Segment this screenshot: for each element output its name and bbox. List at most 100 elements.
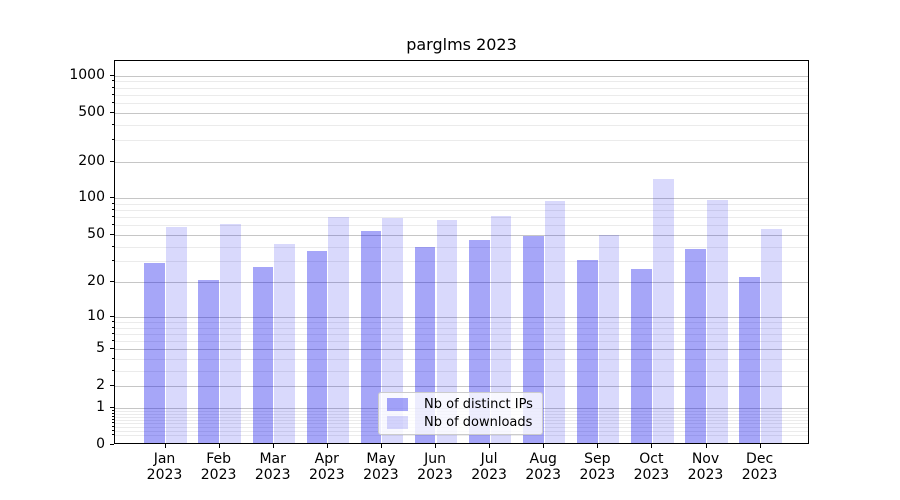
y-minor-tick bbox=[112, 209, 114, 211]
x-tick-label: Sep 2023 bbox=[569, 451, 625, 483]
bar-downloads bbox=[544, 201, 566, 443]
y-minor-tick bbox=[112, 320, 114, 322]
minor-gridline bbox=[115, 81, 808, 83]
x-label-year: 2023 bbox=[525, 467, 561, 483]
x-label-month: Aug bbox=[529, 451, 557, 467]
major-gridline bbox=[115, 112, 808, 114]
y-tick-label: 200 bbox=[78, 152, 105, 169]
y-minor-tick bbox=[112, 415, 114, 417]
bar-downloads bbox=[490, 215, 512, 443]
y-minor-tick bbox=[112, 412, 114, 414]
major-gridline bbox=[115, 282, 808, 284]
minor-gridline bbox=[115, 246, 808, 248]
legend-label: Nb of distinct IPs bbox=[424, 397, 533, 413]
y-minor-tick bbox=[112, 224, 114, 226]
y-minor-tick bbox=[112, 216, 114, 218]
major-gridline bbox=[115, 386, 808, 388]
x-tick bbox=[651, 444, 653, 448]
y-tick-label: 10 bbox=[87, 307, 105, 324]
bar-downloads bbox=[382, 217, 404, 443]
bar-downloads bbox=[436, 220, 458, 443]
y-minor-tick bbox=[112, 422, 114, 424]
minor-gridline bbox=[115, 261, 808, 263]
y-tick-label: 1000 bbox=[69, 66, 105, 83]
y-tick bbox=[110, 444, 114, 445]
y-minor-tick bbox=[112, 430, 114, 431]
chart-title: parglms 2023 bbox=[406, 35, 517, 54]
x-label-year: 2023 bbox=[471, 467, 507, 483]
y-tick bbox=[110, 348, 114, 350]
x-tick-label: May 2023 bbox=[353, 451, 409, 483]
bar-distinct-ips bbox=[577, 259, 598, 443]
y-tick bbox=[110, 406, 114, 408]
major-gridline bbox=[115, 349, 808, 351]
bar-downloads bbox=[166, 227, 187, 443]
x-label-month: May bbox=[366, 451, 396, 467]
x-label-year: 2023 bbox=[200, 467, 237, 483]
major-gridline bbox=[115, 75, 808, 77]
x-tick-label: Nov 2023 bbox=[678, 451, 734, 483]
y-tick-label: 20 bbox=[87, 273, 105, 290]
legend-swatch-downloads bbox=[387, 415, 408, 429]
bar-distinct-ips bbox=[685, 249, 706, 443]
x-label-month: Mar bbox=[259, 451, 286, 467]
bar-downloads bbox=[707, 200, 728, 443]
legend-entry: Nb of distinct IPs bbox=[387, 397, 534, 412]
y-tick bbox=[110, 111, 114, 113]
minor-gridline bbox=[115, 217, 808, 219]
x-label-month: Sep bbox=[584, 451, 611, 467]
minor-gridline bbox=[115, 87, 808, 89]
x-label-month: Apr bbox=[314, 451, 339, 467]
x-label-month: Feb bbox=[206, 451, 231, 467]
x-label-month: Dec bbox=[746, 451, 774, 467]
y-tick bbox=[110, 160, 114, 162]
minor-gridline bbox=[115, 210, 808, 212]
y-tick bbox=[110, 233, 114, 235]
bar-distinct-ips bbox=[252, 266, 274, 443]
y-tick bbox=[110, 281, 114, 283]
x-tick bbox=[164, 444, 166, 448]
x-tick bbox=[326, 444, 328, 448]
bar-distinct-ips bbox=[360, 230, 382, 443]
x-tick-label: Jun 2023 bbox=[407, 451, 463, 483]
x-label-year: 2023 bbox=[254, 467, 291, 483]
bar-downloads bbox=[220, 223, 241, 443]
y-minor-tick bbox=[112, 93, 114, 95]
y-minor-tick bbox=[112, 418, 114, 420]
y-minor-tick bbox=[112, 434, 114, 436]
minor-gridline bbox=[115, 225, 808, 227]
y-minor-tick bbox=[112, 260, 114, 262]
x-label-month: Oct bbox=[639, 451, 664, 467]
minor-gridline bbox=[115, 139, 808, 141]
legend-label: Nb of downloads bbox=[424, 414, 533, 430]
x-label-year: 2023 bbox=[417, 467, 453, 483]
y-tick bbox=[110, 197, 114, 199]
y-minor-tick bbox=[112, 80, 114, 82]
bar-downloads bbox=[761, 228, 782, 443]
minor-gridline bbox=[115, 435, 808, 437]
y-minor-tick bbox=[112, 202, 114, 204]
x-tick bbox=[705, 444, 707, 448]
x-tick-label: Apr 2023 bbox=[299, 451, 355, 483]
y-tick-label: 500 bbox=[78, 103, 105, 120]
x-label-year: 2023 bbox=[146, 467, 183, 483]
x-label-year: 2023 bbox=[363, 467, 399, 483]
minor-gridline bbox=[115, 341, 808, 342]
minor-gridline bbox=[115, 203, 808, 205]
legend-swatch-distinct-ips bbox=[387, 398, 408, 412]
bar-downloads bbox=[598, 234, 620, 443]
x-label-year: 2023 bbox=[308, 467, 345, 483]
minor-gridline bbox=[115, 321, 808, 323]
bar-downloads bbox=[328, 217, 349, 443]
y-minor-tick bbox=[112, 123, 114, 125]
x-label-year: 2023 bbox=[633, 467, 670, 483]
y-minor-tick bbox=[112, 369, 114, 371]
x-label-month: Jun bbox=[424, 451, 446, 467]
y-minor-tick bbox=[112, 358, 114, 359]
x-tick-label: Jan 2023 bbox=[137, 451, 193, 483]
bar-distinct-ips bbox=[144, 263, 165, 443]
x-label-year: 2023 bbox=[687, 467, 724, 483]
x-tick bbox=[759, 444, 761, 448]
bar-downloads bbox=[652, 178, 674, 443]
